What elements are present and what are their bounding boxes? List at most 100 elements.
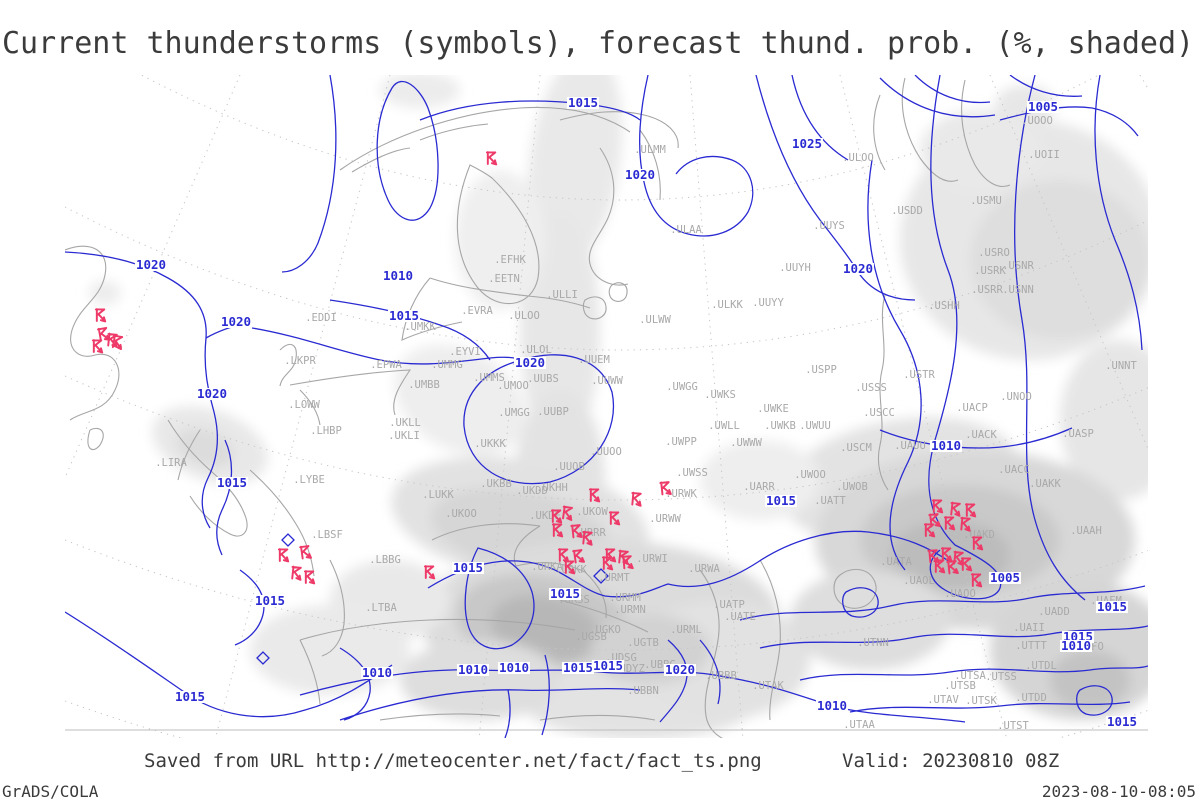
station-label: .UTAA — [843, 719, 875, 731]
station-label: .EVRA — [461, 305, 493, 317]
station-label: .UMKK — [404, 321, 436, 333]
thunderstorm-icon — [959, 516, 973, 532]
thunderstorm-icon — [630, 491, 644, 507]
station-label: .UATE — [724, 611, 756, 623]
isobar-value-label: 1010 — [815, 698, 849, 713]
page-title: Current thunderstorms (symbols), forecas… — [2, 26, 1195, 61]
station-label: .UMBB — [408, 379, 440, 391]
thunderstorm-icon — [924, 523, 937, 538]
thunderstorm-icon — [934, 559, 947, 574]
isobar-value-label: 1015 — [1105, 714, 1139, 729]
isobar-value-label: 1015 — [253, 593, 287, 608]
station-label: .UBBB — [705, 670, 737, 682]
thunderstorm-icon — [971, 573, 984, 588]
station-label: .UAKD — [963, 529, 995, 541]
station-label: .UTAV — [927, 694, 959, 706]
station-label: .UACP — [956, 402, 988, 414]
station-label: .UWOO — [794, 469, 826, 481]
station-label: .UATP — [713, 599, 745, 611]
station-label: .UUBS — [527, 373, 559, 385]
isobar-value-label: 1010 — [360, 665, 394, 680]
station-label: .UTSA — [954, 670, 986, 682]
coastlines — [65, 77, 1148, 738]
station-label: .UASP — [1062, 428, 1094, 440]
station-label: .USTR — [903, 369, 935, 381]
station-label: .LBSF — [311, 529, 343, 541]
station-label: .UUEM — [578, 354, 610, 366]
station-label: .UGKO — [589, 624, 621, 636]
station-label: .LTBA — [365, 602, 397, 614]
station-label: .USRO — [978, 247, 1010, 259]
station-label: .UAOL — [903, 575, 935, 587]
station-label: .UACK — [965, 429, 997, 441]
station-label: .USDD — [891, 205, 923, 217]
thunderstorm-icon — [299, 544, 314, 561]
station-label: .LHBP — [310, 425, 342, 437]
thunderstorm-icon — [581, 530, 595, 546]
station-label: .URKA — [531, 561, 563, 573]
station-label: .UAAH — [1070, 525, 1102, 537]
station-label: .URMT — [598, 572, 630, 584]
station-label: .UTTT — [1015, 640, 1047, 652]
station-label: .UKBB — [480, 478, 512, 490]
station-label: .UAKK — [1029, 478, 1061, 490]
isobar-value-label: 1015 — [561, 660, 595, 675]
station-label: .UUYH — [779, 262, 811, 274]
isobar-value-label: 1015 — [591, 658, 625, 673]
station-label: .UKLL — [389, 417, 421, 429]
grads-cola-label: GrADS/COLA — [2, 782, 99, 800]
station-label: .EYVI — [449, 346, 481, 358]
station-label: .USCM — [840, 442, 872, 454]
isobar-value-label: 1005 — [988, 570, 1022, 585]
station-label: .LYBE — [293, 474, 325, 486]
station-label: .UUOB — [553, 461, 585, 473]
thunderstorm-icon — [972, 536, 985, 551]
station-label: .UWLL — [708, 420, 740, 432]
valid-time-text: Valid: 20230810 08Z — [842, 750, 1060, 772]
isobar-value-label: 1015 — [764, 493, 798, 508]
station-label: .UUYY — [752, 297, 784, 309]
thunderstorm-icon — [561, 505, 576, 522]
thunderstorm-icon — [564, 560, 577, 575]
station-label: .UTDL — [1025, 660, 1057, 672]
station-label: .ULKK — [711, 299, 743, 311]
station-label: .LKPR — [284, 355, 316, 367]
station-label: .ULAA — [670, 224, 702, 236]
station-label: .UBBG — [644, 659, 676, 671]
station-label: .URWA — [688, 563, 720, 575]
thunderstorm-icon — [659, 480, 673, 496]
thunderstorm-icon — [92, 339, 105, 354]
isobar-value-label: 1015 — [215, 475, 249, 490]
station-label: .UKOO — [445, 508, 477, 520]
station-label: .UAII — [1013, 622, 1045, 634]
isobar-value-label: 1010 — [456, 662, 490, 677]
station-label: .UTNN — [857, 637, 889, 649]
station-label: .UUBP — [537, 406, 569, 418]
station-label: .EPWA — [370, 359, 402, 371]
station-label: .UTSB — [944, 680, 976, 692]
station-label: .EFHK — [494, 254, 526, 266]
station-label: .UDSG — [605, 652, 637, 664]
station-label: .UWGG — [666, 381, 698, 393]
station-label: .USRK — [974, 265, 1006, 277]
station-label: .UWKE — [757, 403, 789, 415]
station-label: .EDDI — [305, 312, 337, 324]
station-label: .UTDD — [1015, 692, 1047, 704]
station-label: .UKHH — [536, 482, 568, 494]
saved-from-url-text: Saved from URL http://meteocenter.net/fa… — [144, 750, 762, 772]
station-label: .URSS — [558, 594, 590, 606]
isobar-value-label: 1020 — [219, 314, 253, 329]
isobar-value-label: 1005 — [1026, 99, 1060, 114]
isobar-contours — [65, 75, 1148, 738]
station-label: .UMMS — [473, 372, 505, 384]
station-label: .UMOO — [497, 380, 529, 392]
station-label: .USNN — [1002, 284, 1034, 296]
station-label: .UMGG — [498, 407, 530, 419]
station-label: .UAOO — [944, 588, 976, 600]
isobar-value-label: 1020 — [195, 386, 229, 401]
station-label: .UATT — [814, 495, 846, 507]
station-label: .URMN — [614, 604, 646, 616]
station-label: .UWKS — [704, 389, 736, 401]
isobar-value-label: 1020 — [134, 257, 168, 272]
